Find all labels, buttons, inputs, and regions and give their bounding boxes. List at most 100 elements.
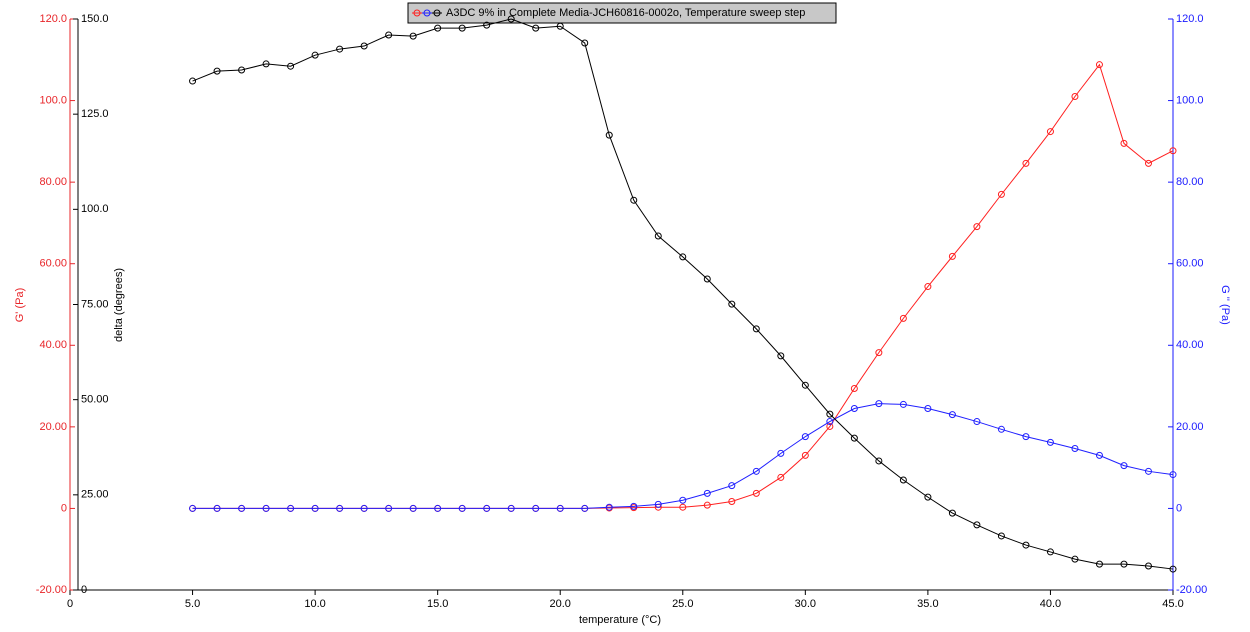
data-point (1022, 541, 1030, 549)
data-point (1022, 433, 1030, 441)
data-point (1022, 159, 1030, 167)
y-tick-label: 40.00 (39, 339, 67, 351)
y2-tick-label: 60.00 (1176, 258, 1204, 270)
data-point (238, 504, 246, 512)
data-point (581, 504, 589, 512)
x-tick-label: 10.0 (304, 598, 325, 610)
data-point (311, 51, 319, 59)
data-point (1095, 451, 1103, 459)
legend-box (407, 2, 837, 24)
data-point (336, 504, 344, 512)
data-point (752, 467, 760, 475)
data-point (875, 349, 883, 357)
data-point (875, 400, 883, 408)
data-point (850, 385, 858, 393)
data-point (483, 21, 491, 29)
data-point (801, 381, 809, 389)
data-point (409, 504, 417, 512)
data-point (1144, 467, 1152, 475)
x-axis-label: temperature (°C) (579, 614, 661, 626)
data-point (605, 131, 613, 139)
data-point (507, 504, 515, 512)
x-tick-label: 45.0 (1162, 598, 1183, 610)
data-point (189, 504, 197, 512)
data-point (581, 39, 589, 47)
data-point (654, 232, 662, 240)
y2-axis-label: G '' (Pa) (1219, 285, 1231, 325)
y-axis-label: G' (Pa) (14, 288, 26, 323)
data-point (777, 473, 785, 481)
y3-tick-label: 75.00 (81, 298, 109, 310)
data-point (1169, 471, 1177, 479)
data-point (997, 425, 1005, 433)
data-point (973, 521, 981, 529)
data-point (654, 500, 662, 508)
series-line (192, 63, 1174, 509)
data-point (826, 422, 834, 430)
y2-tick-label: -20.00 (1176, 584, 1207, 596)
data-point (483, 504, 491, 512)
data-point (630, 502, 638, 510)
data-point (679, 253, 687, 261)
data-point (336, 45, 344, 53)
data-point (924, 283, 932, 291)
data-point (703, 489, 711, 497)
data-point (948, 411, 956, 419)
data-point (777, 449, 785, 457)
x-tick-label: 30.0 (795, 598, 816, 610)
data-point (213, 67, 221, 75)
data-point (826, 410, 834, 418)
y2-tick-label: 100.0 (1176, 94, 1204, 106)
data-point (434, 24, 442, 32)
chart-title: A3DC 9% in Complete Media-JCH60816-0002o… (446, 7, 805, 19)
y-tick-label: 100.0 (39, 94, 67, 106)
data-point (679, 496, 687, 504)
data-point (948, 509, 956, 517)
data-point (458, 504, 466, 512)
data-point (1071, 92, 1079, 100)
data-point (507, 15, 515, 23)
data-point (703, 501, 711, 509)
x-tick-label: 15.0 (427, 598, 448, 610)
y2-tick-label: 20.00 (1176, 421, 1204, 433)
data-point (287, 504, 295, 512)
x-tick-label: 5.0 (185, 598, 200, 610)
x-tick-label: 40.0 (1040, 598, 1061, 610)
y-tick-label: 60.00 (39, 258, 67, 270)
legend-marker (413, 9, 421, 17)
data-point (213, 504, 221, 512)
x-tick-label: 35.0 (917, 598, 938, 610)
data-point (311, 504, 319, 512)
y2-tick-label: 40.00 (1176, 339, 1204, 351)
data-point (1120, 462, 1128, 470)
data-point (728, 300, 736, 308)
y3-tick-label: 25.00 (81, 489, 109, 501)
data-point (850, 405, 858, 413)
data-point (997, 190, 1005, 198)
data-point (752, 325, 760, 333)
y3-tick-label: 125.0 (81, 108, 109, 120)
data-point (262, 504, 270, 512)
data-point (262, 60, 270, 68)
data-point (1095, 61, 1103, 69)
data-point (189, 77, 197, 85)
series-line (192, 18, 1174, 570)
data-point (434, 504, 442, 512)
y-tick-label: 120.0 (39, 13, 67, 25)
y2-tick-label: 120.0 (1176, 13, 1204, 25)
data-point (899, 400, 907, 408)
data-point (605, 503, 613, 511)
y-tick-label: 20.00 (39, 421, 67, 433)
data-point (728, 497, 736, 505)
data-point (532, 24, 540, 32)
legend-marker (423, 9, 431, 17)
y-tick-label: -20.00 (36, 584, 67, 596)
data-point (556, 504, 564, 512)
data-point (532, 504, 540, 512)
y3-tick-label: 50.00 (81, 394, 109, 406)
data-point (899, 476, 907, 484)
y3-axis-label: delta (degrees) (113, 268, 125, 342)
data-point (948, 252, 956, 260)
data-point (1046, 128, 1054, 136)
